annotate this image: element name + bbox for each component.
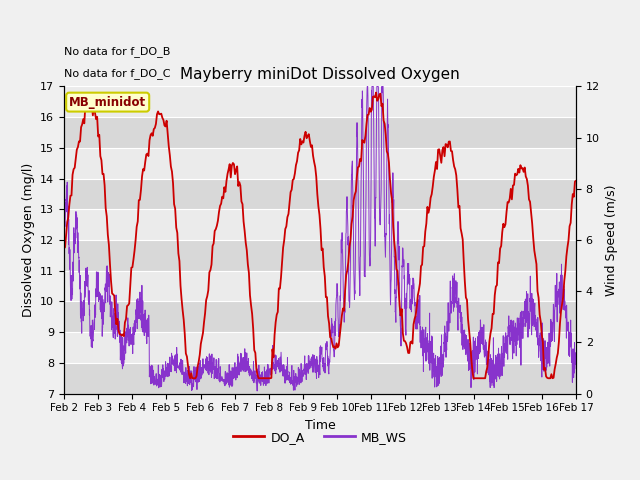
Bar xyxy=(64,271,576,301)
Title: Mayberry miniDot Dissolved Oxygen: Mayberry miniDot Dissolved Oxygen xyxy=(180,68,460,83)
Y-axis label: Wind Speed (m/s): Wind Speed (m/s) xyxy=(605,184,618,296)
Legend: DO_A, MB_WS: DO_A, MB_WS xyxy=(228,426,412,449)
Bar xyxy=(64,179,576,209)
Bar xyxy=(64,332,576,363)
Bar xyxy=(64,240,576,271)
Bar xyxy=(64,363,576,394)
Text: No data for f_DO_B: No data for f_DO_B xyxy=(64,47,170,58)
Bar xyxy=(64,301,576,332)
X-axis label: Time: Time xyxy=(305,419,335,432)
Bar xyxy=(64,117,576,148)
Bar xyxy=(64,86,576,117)
Bar xyxy=(64,148,576,179)
Text: MB_minidot: MB_minidot xyxy=(69,96,147,108)
Bar xyxy=(64,209,576,240)
Text: No data for f_DO_C: No data for f_DO_C xyxy=(64,68,170,79)
Y-axis label: Dissolved Oxygen (mg/l): Dissolved Oxygen (mg/l) xyxy=(22,163,35,317)
